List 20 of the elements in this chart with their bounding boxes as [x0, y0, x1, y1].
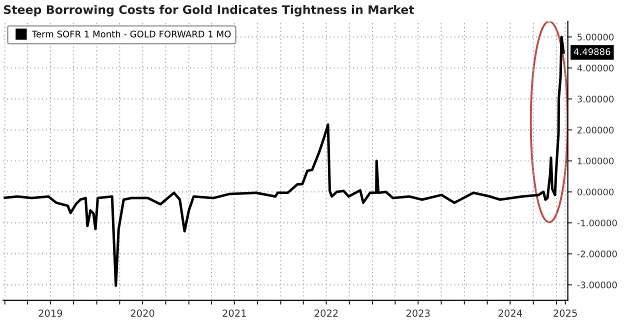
y-tick-label: -2.00000 [577, 250, 617, 258]
x-tick-label: 2021 [222, 310, 246, 317]
x-tick-label: 2019 [38, 310, 62, 317]
y-tick-label: 0.00000 [577, 188, 614, 196]
x-tick-label: 2023 [406, 310, 430, 317]
annotation: 4.49886 [574, 48, 610, 56]
line-series [4, 36, 565, 287]
y-tick-label: 1.00000 [578, 158, 614, 164]
y-tick-label: 3.00000 [578, 96, 614, 102]
y-tick-label: -1.00000 [577, 220, 617, 226]
y-tick-label: 2.00000 [578, 126, 614, 134]
x-tick-label: 2025 [554, 310, 577, 317]
x-tick-label: 2022 [314, 310, 338, 317]
legend-label: Term SOFR 1 Month - GOLD FORWARD 1 MO [32, 30, 231, 38]
chart-title: Steep Borrowing Costs for Gold Indicates Tightness in Market [4, 4, 414, 16]
y-tick-label: -3.00000 [577, 282, 617, 288]
x-tick-label: 2024 [498, 310, 522, 317]
y-tick-label: 5.00000 [578, 34, 614, 40]
y-tick-label: 4.00000 [577, 64, 614, 72]
x-tick-label: 2020 [130, 310, 154, 317]
